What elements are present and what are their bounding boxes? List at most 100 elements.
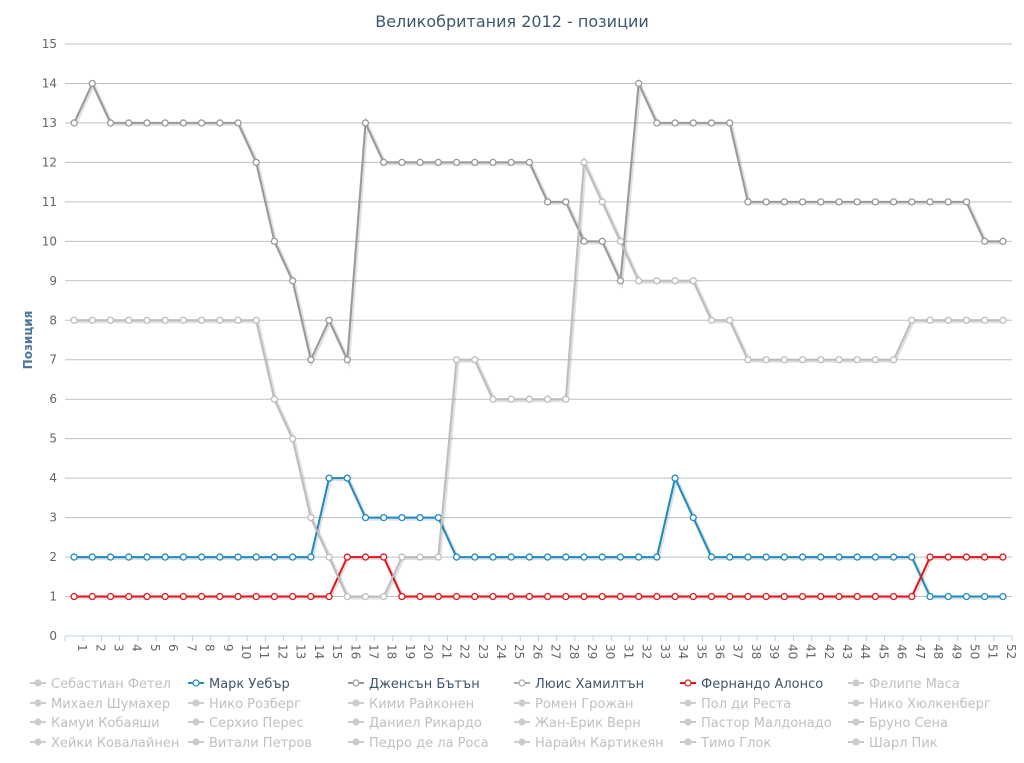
data-point[interactable] (999, 316, 1007, 324)
data-point[interactable] (962, 553, 971, 561)
data-point[interactable] (871, 356, 880, 364)
data-point[interactable] (707, 592, 716, 601)
data-point[interactable] (380, 513, 388, 522)
data-point[interactable] (616, 237, 625, 245)
data-point[interactable] (88, 553, 96, 561)
data-point[interactable] (889, 592, 898, 601)
data-point[interactable] (507, 158, 515, 167)
data-point[interactable] (744, 356, 752, 364)
data-point[interactable] (288, 592, 297, 601)
data-point[interactable] (70, 316, 78, 324)
legend-item[interactable]: Шарл Пик (848, 736, 938, 751)
data-point[interactable] (580, 592, 588, 601)
data-point[interactable] (88, 592, 96, 601)
data-point[interactable] (197, 553, 206, 561)
data-point[interactable] (780, 356, 789, 364)
legend-item[interactable]: Дженсън Бътън (348, 677, 480, 692)
data-point[interactable] (361, 553, 370, 561)
data-point[interactable] (361, 513, 370, 522)
data-point[interactable] (981, 316, 989, 324)
data-point[interactable] (416, 553, 424, 561)
data-point[interactable] (325, 474, 333, 482)
data-point[interactable] (981, 592, 989, 601)
data-point[interactable] (288, 553, 297, 561)
legend-item[interactable]: Михаел Шумахер (30, 697, 170, 712)
data-point[interactable] (835, 198, 843, 206)
data-point[interactable] (179, 553, 188, 561)
data-point[interactable] (798, 356, 807, 364)
data-point[interactable] (726, 553, 734, 561)
data-point[interactable] (471, 356, 479, 364)
data-point[interactable] (871, 553, 880, 561)
legend-item[interactable]: Ромен Грожан (514, 697, 634, 712)
data-point[interactable] (270, 395, 279, 403)
data-point[interactable] (635, 79, 643, 88)
legend-item[interactable]: Даниел Рикардо (348, 716, 482, 731)
data-point[interactable] (853, 592, 861, 601)
data-point[interactable] (489, 158, 497, 167)
data-point[interactable] (88, 79, 96, 88)
data-point[interactable] (106, 553, 115, 561)
data-point[interactable] (125, 553, 133, 561)
data-point[interactable] (216, 316, 224, 324)
data-point[interactable] (125, 316, 133, 324)
legend-item[interactable]: Фелипе Маса (848, 677, 960, 692)
data-point[interactable] (252, 316, 260, 324)
data-point[interactable] (926, 198, 934, 206)
legend-item[interactable]: Педро де ла Роса (348, 736, 489, 751)
data-point[interactable] (853, 356, 861, 364)
data-point[interactable] (507, 592, 515, 601)
data-point[interactable] (926, 553, 934, 561)
data-point[interactable] (307, 553, 315, 561)
data-point[interactable] (343, 592, 351, 601)
data-point[interactable] (798, 198, 807, 206)
data-point[interactable] (835, 553, 843, 561)
data-point[interactable] (88, 316, 96, 324)
data-point[interactable] (562, 198, 570, 206)
data-point[interactable] (944, 592, 952, 601)
data-point[interactable] (398, 513, 406, 522)
data-point[interactable] (616, 592, 625, 601)
legend-item[interactable]: Бруно Сена (848, 716, 948, 731)
data-point[interactable] (234, 316, 242, 324)
data-point[interactable] (325, 553, 333, 561)
data-point[interactable] (252, 553, 260, 561)
data-point[interactable] (689, 592, 697, 601)
data-point[interactable] (452, 356, 461, 364)
data-point[interactable] (307, 513, 315, 522)
data-point[interactable] (762, 198, 770, 206)
data-point[interactable] (288, 277, 297, 285)
data-point[interactable] (179, 592, 188, 601)
data-point[interactable] (434, 158, 442, 167)
data-point[interactable] (798, 592, 807, 601)
data-point[interactable] (817, 592, 825, 601)
data-point[interactable] (543, 553, 552, 561)
data-point[interactable] (580, 158, 588, 167)
data-point[interactable] (908, 553, 916, 561)
data-point[interactable] (889, 198, 898, 206)
data-point[interactable] (871, 198, 880, 206)
data-point[interactable] (598, 198, 606, 206)
data-point[interactable] (908, 198, 916, 206)
legend-item[interactable]: Камуи Кобаяши (30, 716, 160, 731)
data-point[interactable] (999, 237, 1007, 245)
data-point[interactable] (762, 356, 770, 364)
data-point[interactable] (598, 592, 606, 601)
data-point[interactable] (562, 553, 570, 561)
data-point[interactable] (252, 592, 260, 601)
data-point[interactable] (380, 553, 388, 561)
data-point[interactable] (416, 158, 424, 167)
legend-item[interactable]: Нико Розберг (188, 697, 301, 712)
data-point[interactable] (671, 474, 679, 482)
data-point[interactable] (853, 553, 861, 561)
data-point[interactable] (525, 592, 534, 601)
data-point[interactable] (780, 592, 789, 601)
data-point[interactable] (780, 198, 789, 206)
data-point[interactable] (216, 553, 224, 561)
data-point[interactable] (853, 198, 861, 206)
data-point[interactable] (962, 592, 971, 601)
data-point[interactable] (926, 316, 934, 324)
data-point[interactable] (962, 316, 971, 324)
data-point[interactable] (981, 553, 989, 561)
data-point[interactable] (161, 592, 169, 601)
